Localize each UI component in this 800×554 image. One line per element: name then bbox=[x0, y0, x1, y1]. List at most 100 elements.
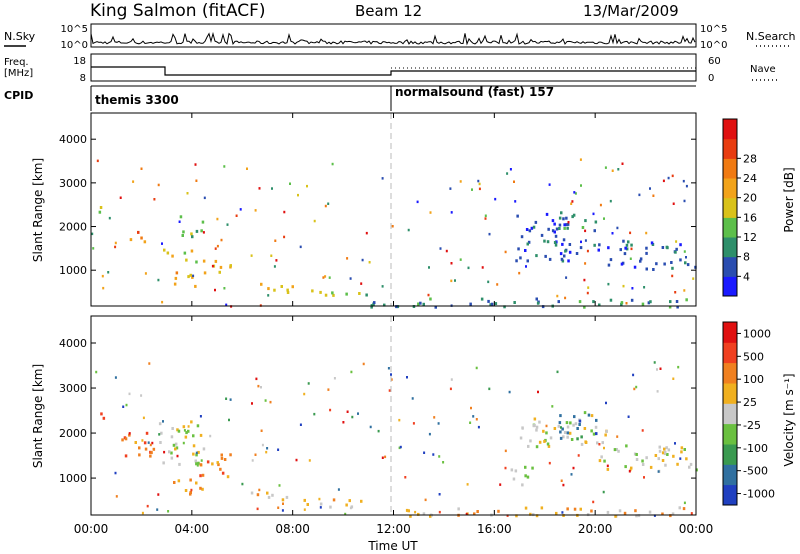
range-cell bbox=[645, 251, 648, 255]
range-cell bbox=[226, 475, 230, 479]
colorbar-tick-label: 1000 bbox=[743, 327, 771, 340]
range-cell bbox=[195, 453, 198, 457]
range-cell bbox=[417, 512, 420, 516]
y-tick-label: 4000 bbox=[59, 337, 87, 350]
range-cell bbox=[567, 259, 570, 263]
sparse-cell bbox=[672, 377, 675, 380]
sparse-cell bbox=[506, 172, 509, 175]
sparse-cell bbox=[384, 455, 387, 459]
range-cell bbox=[480, 297, 484, 301]
range-cell bbox=[170, 451, 173, 455]
range-cell bbox=[605, 429, 608, 433]
range-cell bbox=[595, 432, 598, 436]
colorbar-tick-label: 16 bbox=[743, 211, 757, 224]
sparse-cell bbox=[114, 471, 117, 475]
range-cell bbox=[625, 444, 628, 448]
data-region-1 bbox=[129, 230, 147, 244]
range-cell bbox=[654, 454, 658, 457]
sparse-cell bbox=[548, 461, 551, 465]
range-cell bbox=[281, 498, 285, 502]
sparse-cell bbox=[407, 228, 410, 232]
range-cell bbox=[641, 459, 644, 463]
range-cell bbox=[200, 229, 203, 233]
sparse-cell bbox=[504, 250, 507, 254]
range-cell bbox=[273, 288, 276, 292]
sparse-cell bbox=[584, 229, 587, 233]
sparse-cell bbox=[333, 377, 336, 380]
sparse-cell bbox=[584, 262, 587, 265]
colorbar-swatch bbox=[723, 464, 737, 486]
sparse-cell bbox=[635, 385, 638, 389]
range-cell bbox=[494, 302, 498, 306]
range-cell bbox=[649, 300, 652, 304]
range-cell bbox=[568, 250, 572, 254]
range-cell bbox=[189, 273, 192, 277]
x-tick-label: 00:00 bbox=[74, 522, 109, 536]
range-cell bbox=[373, 301, 376, 305]
range-cell bbox=[192, 434, 195, 438]
sparse-cell bbox=[606, 464, 609, 468]
range-cell bbox=[601, 441, 604, 445]
range-cell bbox=[319, 502, 323, 506]
sparse-cell bbox=[381, 285, 384, 288]
sparse-cell bbox=[360, 282, 363, 285]
range-cell bbox=[189, 492, 192, 496]
range-cell bbox=[562, 435, 565, 439]
range-cell bbox=[229, 264, 232, 268]
sparse-cell bbox=[128, 392, 131, 396]
sparse-cell bbox=[277, 506, 280, 509]
range-cell bbox=[490, 302, 494, 306]
sparse-cell bbox=[153, 198, 156, 201]
sparse-cell bbox=[303, 508, 306, 511]
range-cell bbox=[583, 411, 587, 415]
range-cell bbox=[557, 424, 561, 428]
range-cell bbox=[199, 474, 202, 478]
nsearch-label: N.Search bbox=[746, 30, 796, 43]
range-cell bbox=[286, 291, 290, 294]
range-cell bbox=[286, 288, 289, 292]
range-cell bbox=[554, 234, 558, 238]
colorbar-swatch bbox=[723, 342, 737, 364]
range-cell bbox=[168, 450, 171, 454]
range-cell bbox=[576, 427, 579, 430]
range-cell bbox=[688, 465, 691, 469]
power-colorbar-label: Power [dB] bbox=[782, 167, 796, 232]
range-cell bbox=[559, 430, 562, 434]
sparse-cell bbox=[685, 256, 687, 259]
range-cell bbox=[664, 450, 667, 454]
range-cell bbox=[575, 252, 579, 255]
range-cell bbox=[517, 247, 520, 251]
sparse-cell bbox=[450, 211, 453, 214]
sparse-cell bbox=[481, 266, 484, 269]
range-cell bbox=[158, 422, 162, 426]
range-cell bbox=[191, 235, 194, 239]
sparse-cell bbox=[303, 392, 306, 396]
freq-label-1: Freq. bbox=[4, 57, 29, 68]
sparse-cell bbox=[295, 458, 298, 462]
sparse-cell bbox=[470, 406, 472, 410]
range-cell bbox=[196, 424, 200, 428]
range-cell bbox=[645, 456, 648, 460]
sparse-cell bbox=[685, 184, 688, 188]
range-cell bbox=[669, 514, 672, 518]
sparse-cell bbox=[475, 366, 478, 370]
sparse-cell bbox=[158, 433, 161, 436]
sparse-cell bbox=[653, 514, 656, 517]
sparse-cell bbox=[365, 231, 368, 235]
range-cell bbox=[182, 230, 185, 234]
sparse-cell bbox=[682, 179, 685, 183]
range-cell bbox=[202, 259, 206, 263]
sparse-cell bbox=[281, 509, 284, 512]
range-cell bbox=[128, 433, 131, 437]
range-cell bbox=[174, 276, 178, 280]
range-cell bbox=[620, 302, 623, 306]
colorbar-swatch bbox=[723, 322, 737, 343]
range-cell bbox=[171, 254, 174, 258]
sparse-cell bbox=[346, 410, 349, 413]
sparse-cell bbox=[599, 203, 602, 207]
sparse-cell bbox=[337, 488, 340, 491]
range-cell bbox=[365, 293, 368, 297]
range-cell bbox=[417, 302, 420, 306]
range-cell bbox=[267, 287, 270, 291]
sparse-cell bbox=[194, 163, 197, 166]
